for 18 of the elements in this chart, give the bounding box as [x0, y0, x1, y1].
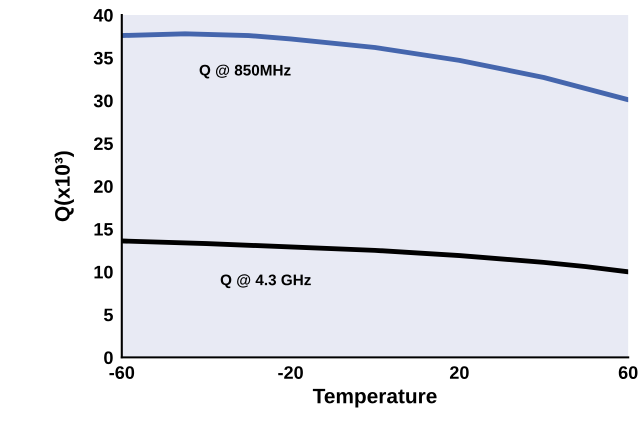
series-label: Q @ 4.3 GHz	[220, 274, 311, 288]
x-tick-label: 20	[450, 366, 469, 379]
y-tick-label: 25	[94, 137, 113, 150]
y-tick-label: 20	[94, 180, 113, 193]
line-series	[122, 31, 628, 102]
x-axis-title: Temperature	[312, 388, 437, 408]
x-tick-label: -60	[109, 366, 134, 379]
y-tick-label: 30	[94, 94, 113, 108]
x-tick-label: -20	[278, 366, 303, 379]
y-tick-label: 0	[104, 351, 113, 364]
x-tick-label: 60	[618, 366, 638, 379]
y-tick-label: 5	[104, 308, 113, 322]
y-tick-label: 40	[94, 8, 113, 22]
y-tick-label: 15	[94, 223, 113, 236]
y-axis-title: Q(x10³)	[54, 151, 74, 222]
series-label: Q @ 850MHz	[200, 64, 291, 78]
y-tick-label: 10	[94, 266, 113, 278]
y-tick-label: 35	[94, 52, 113, 65]
